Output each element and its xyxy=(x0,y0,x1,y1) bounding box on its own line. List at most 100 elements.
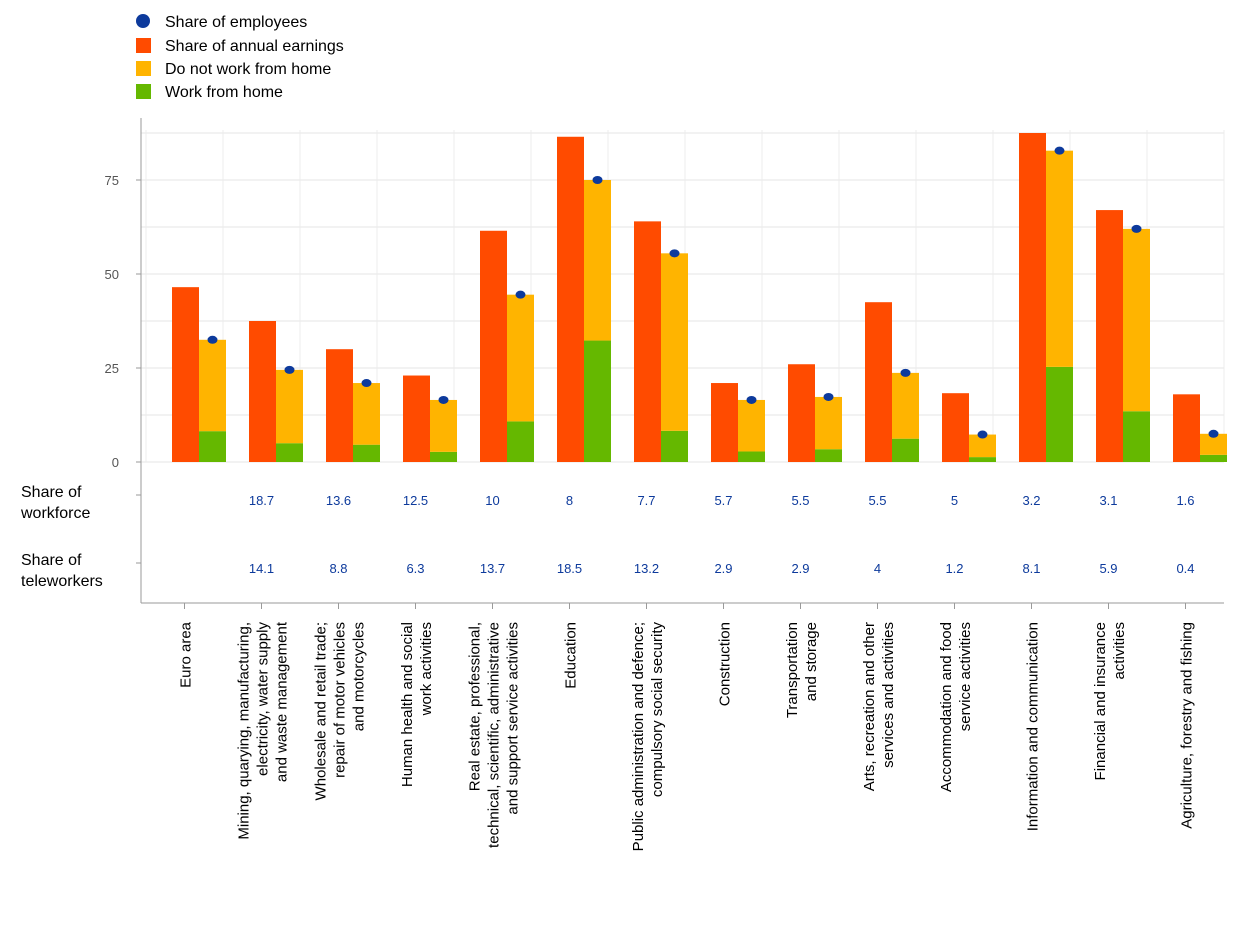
y-tick-label: 0 xyxy=(112,455,119,470)
bar-not-work-from-home xyxy=(199,339,226,432)
marker-employees xyxy=(515,290,526,299)
x-category-label: Transportation xyxy=(784,622,801,718)
table-cell: 4 xyxy=(874,561,881,576)
bar-work-from-home xyxy=(430,451,457,462)
table-cell: 6.3 xyxy=(406,561,424,576)
marker-employees xyxy=(746,395,757,404)
x-category-label: and support service activities xyxy=(505,622,522,815)
x-category-label: compulsory social security xyxy=(649,622,666,798)
x-category-label: and motorcycles xyxy=(351,622,368,731)
marker-employees xyxy=(900,368,911,377)
bar-work-from-home xyxy=(815,449,842,462)
marker-employees xyxy=(669,249,680,258)
x-category-label: activities xyxy=(1111,622,1128,680)
marker-employees xyxy=(1131,224,1142,233)
table-cell: 18.7 xyxy=(249,493,274,508)
x-category-label: service activities xyxy=(957,622,974,731)
bar-work-from-home xyxy=(1200,454,1227,462)
x-category-label: repair of motor vehicles xyxy=(332,622,349,778)
legend-swatch xyxy=(136,61,151,76)
marker-employees xyxy=(977,430,988,439)
table-cell: 18.5 xyxy=(557,561,582,576)
bar-earnings xyxy=(172,287,199,462)
x-category-label: Euro area xyxy=(178,621,195,688)
legend-label: Do not work from home xyxy=(165,61,331,78)
x-category-label: Real estate, professional, xyxy=(467,622,484,791)
bar-not-work-from-home xyxy=(1046,150,1073,367)
bar-not-work-from-home xyxy=(430,399,457,452)
x-category-label: Arts, recreation and other xyxy=(861,622,878,791)
bar-earnings xyxy=(1019,133,1046,462)
legend-label: Work from home xyxy=(165,84,283,101)
x-category-label: Public administration and defence; xyxy=(630,622,647,851)
x-category-label: Accommodation and food xyxy=(938,622,955,792)
bar-earnings xyxy=(711,383,738,462)
y-tick-label: 75 xyxy=(105,173,119,188)
table-cell: 13.7 xyxy=(480,561,505,576)
x-category-label: Agriculture, forestry and fishing xyxy=(1179,622,1196,829)
bar-work-from-home xyxy=(1046,366,1073,462)
legend-label: Share of annual earnings xyxy=(165,38,344,55)
table-row-label: teleworkers xyxy=(21,573,103,590)
bar-earnings xyxy=(788,364,815,462)
bar-not-work-from-home xyxy=(1200,433,1227,455)
table-row-label: Share of xyxy=(21,552,82,569)
bar-earnings xyxy=(1096,210,1123,462)
bar-earnings xyxy=(326,349,353,462)
bar-earnings xyxy=(557,136,584,462)
y-tick-label: 25 xyxy=(105,361,119,376)
bar-work-from-home xyxy=(1123,411,1150,462)
bar-not-work-from-home xyxy=(661,253,688,431)
bar-work-from-home xyxy=(276,443,303,462)
bar-not-work-from-home xyxy=(892,372,919,439)
bar-work-from-home xyxy=(738,451,765,462)
bar-work-from-home xyxy=(661,430,688,462)
bar-not-work-from-home xyxy=(276,369,303,444)
marker-employees xyxy=(823,392,834,401)
x-category-label: and waste management xyxy=(274,621,291,782)
bar-earnings xyxy=(942,393,969,462)
bar-not-work-from-home xyxy=(738,399,765,452)
x-category-label: Wholesale and retail trade; xyxy=(313,622,330,800)
bar-not-work-from-home xyxy=(507,294,534,422)
bar-earnings xyxy=(1173,394,1200,462)
table-cell: 2.9 xyxy=(791,561,809,576)
x-category-label: Human health and social xyxy=(399,622,416,787)
x-category-label: technical, scientific, administrative xyxy=(486,622,503,848)
marker-employees xyxy=(1054,146,1065,155)
table-cell: 8.1 xyxy=(1022,561,1040,576)
table-cell: 3.2 xyxy=(1022,493,1040,508)
x-category-label: Construction xyxy=(717,622,734,706)
table-cell: 13.6 xyxy=(326,493,351,508)
x-category-label: and storage xyxy=(803,622,820,701)
marker-employees xyxy=(284,365,295,374)
table-cell: 13.2 xyxy=(634,561,659,576)
bar-earnings xyxy=(480,230,507,462)
table-cell: 10 xyxy=(485,493,499,508)
x-category-label: Information and communication xyxy=(1025,622,1042,831)
bar-earnings xyxy=(403,375,430,462)
table-cell: 14.1 xyxy=(249,561,274,576)
bar-work-from-home xyxy=(584,340,611,462)
table-cell: 1.2 xyxy=(945,561,963,576)
table-cell: 5.9 xyxy=(1099,561,1117,576)
legend-marker-employees xyxy=(136,14,150,28)
legend-swatch xyxy=(136,38,151,53)
x-category-label: electricity, water supply xyxy=(255,622,272,776)
x-category-label: Mining, quarying, manufacturing, xyxy=(236,622,253,840)
bar-not-work-from-home xyxy=(969,434,996,458)
marker-employees xyxy=(438,395,449,404)
table-cell: 8.8 xyxy=(329,561,347,576)
table-cell: 5.5 xyxy=(791,493,809,508)
table-cell: 5.7 xyxy=(714,493,732,508)
bar-not-work-from-home xyxy=(353,383,380,445)
table-cell: 8 xyxy=(566,493,573,508)
marker-employees xyxy=(361,379,372,388)
marker-employees xyxy=(1208,429,1219,438)
bar-work-from-home xyxy=(969,457,996,462)
bar-work-from-home xyxy=(199,431,226,462)
x-category-label: work activities xyxy=(418,622,435,716)
legend-label: Share of employees xyxy=(165,14,307,31)
